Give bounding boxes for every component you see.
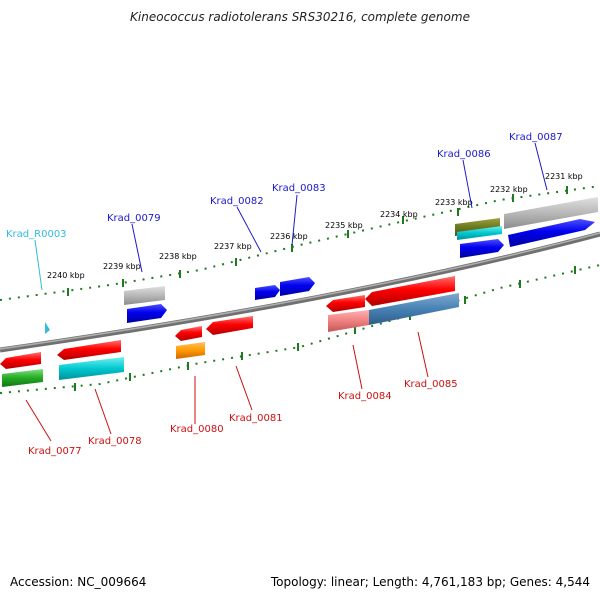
gene-label: Krad_0085 — [404, 379, 458, 390]
bottom-strand-features — [0, 276, 459, 387]
gene-feature — [504, 197, 598, 229]
gene-label: Krad_0079 — [107, 213, 161, 224]
genome-backbone — [0, 231, 600, 353]
map-title: Kineococcus radiotolerans SRS30216, comp… — [130, 10, 470, 24]
scale-label: 2233 kbp — [435, 198, 473, 207]
scale-track-bottom — [0, 264, 600, 394]
gene-feature — [255, 285, 280, 300]
scale-label: 2240 kbp — [47, 271, 85, 280]
gene-label: Krad_0087 — [509, 132, 563, 143]
gene-label: Krad_0080 — [170, 424, 224, 435]
gene-feature — [326, 295, 365, 312]
gene-label: Krad_0084 — [338, 391, 392, 402]
gene-feature — [457, 226, 502, 240]
leader-lines — [25, 142, 548, 442]
accession-label: Accession: NC_009664 — [10, 575, 147, 589]
gene-feature — [57, 340, 121, 360]
trna-marker — [45, 322, 50, 334]
gene-feature — [2, 369, 43, 387]
gene-feature — [508, 219, 595, 247]
gene-feature — [124, 286, 165, 305]
gene-label: Krad_0077 — [28, 446, 82, 457]
scale-label: 2238 kbp — [159, 252, 197, 261]
gene-label: Krad_0082 — [210, 196, 264, 207]
gene-feature — [127, 304, 167, 323]
scale-label: 2235 kbp — [325, 221, 363, 230]
gene-label: Krad_0078 — [88, 436, 142, 447]
gene-feature — [0, 352, 41, 369]
gene-feature — [328, 310, 369, 332]
scale-label: 2232 kbp — [490, 185, 528, 194]
scale-label: 2234 kbp — [380, 210, 418, 219]
gene-feature — [365, 276, 455, 306]
gene-feature — [176, 342, 205, 359]
gene-label: Krad_0086 — [437, 149, 491, 160]
gene-label: Krad_0081 — [229, 413, 283, 424]
genome-summary: Topology: linear; Length: 4,761,183 bp; … — [270, 575, 590, 589]
gene-label: Krad_0083 — [272, 183, 326, 194]
gene-feature — [206, 316, 253, 335]
gene-feature — [369, 293, 459, 325]
scale-label: 2239 kbp — [103, 262, 141, 271]
scale-ticks — [67, 186, 576, 391]
gene-feature — [59, 357, 124, 380]
gene-label: Krad_R0003 — [6, 229, 67, 240]
scale-label: 2231 kbp — [545, 172, 583, 181]
top-strand-features — [124, 197, 598, 323]
gene-feature — [280, 277, 315, 296]
scale-label: 2236 kbp — [270, 232, 308, 241]
gene-feature — [175, 326, 202, 341]
gene-feature — [460, 239, 504, 258]
scale-label: 2237 kbp — [214, 242, 252, 251]
